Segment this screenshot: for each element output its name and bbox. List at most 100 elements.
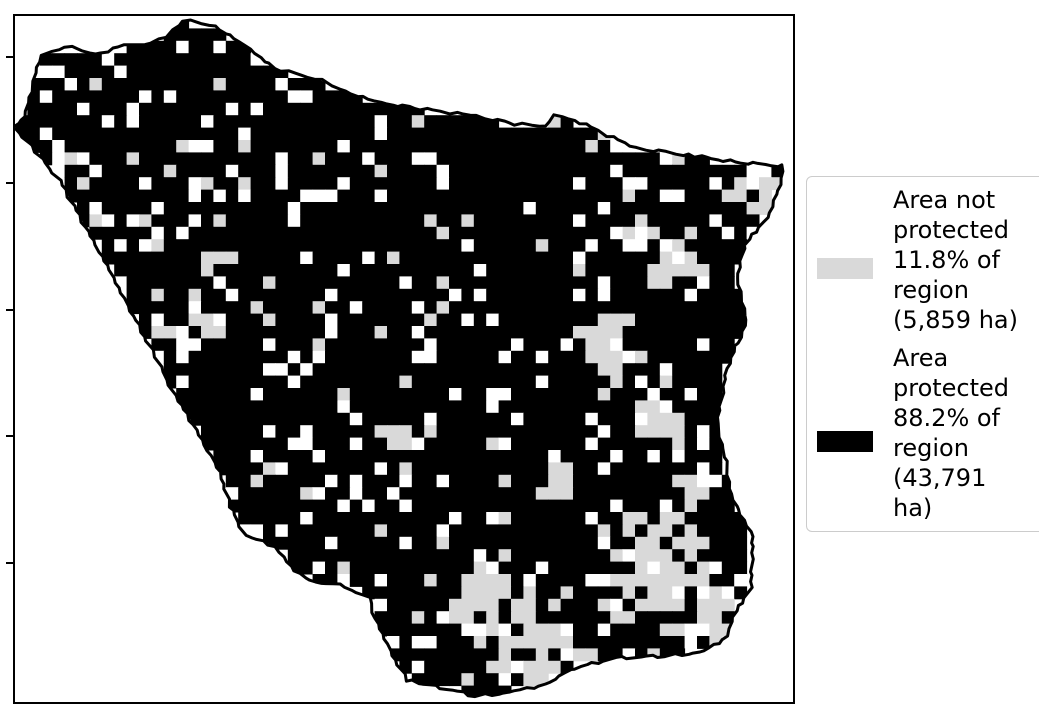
map-cell	[176, 350, 190, 364]
map-cell	[511, 524, 524, 538]
map-cell	[213, 251, 227, 265]
map-cell	[176, 239, 190, 253]
map-cell	[213, 115, 227, 129]
map-cell	[188, 115, 202, 129]
map-cell	[275, 363, 289, 377]
map-cell	[449, 536, 462, 550]
map-cell	[498, 214, 512, 228]
map-cell	[585, 239, 599, 253]
map-cell	[176, 214, 190, 228]
map-cell	[287, 226, 301, 240]
map-cell	[424, 412, 438, 426]
map-cell	[436, 598, 450, 612]
map-cell	[337, 264, 351, 277]
map-cell	[238, 350, 252, 364]
map-cell	[498, 586, 512, 600]
map-cell	[535, 264, 549, 277]
map-cell	[498, 412, 512, 426]
map-cell	[473, 425, 487, 439]
map-cell	[325, 450, 338, 463]
map-cell	[684, 412, 698, 426]
map-cell	[151, 288, 165, 302]
map-cell	[362, 288, 376, 302]
map-cell	[523, 239, 537, 253]
map-cell	[52, 102, 66, 116]
map-cell	[560, 214, 574, 228]
map-cell	[188, 214, 202, 228]
map-cell	[709, 301, 723, 315]
map-cell	[684, 288, 698, 302]
map-cell	[287, 78, 301, 91]
map-cell	[188, 78, 202, 91]
map-cell	[635, 400, 648, 414]
map-cell	[523, 388, 537, 401]
map-cell	[597, 140, 611, 153]
map-cell	[622, 214, 636, 228]
map-cell	[461, 264, 475, 277]
map-cell	[399, 115, 413, 129]
map-cell	[424, 660, 438, 674]
map-cell	[263, 301, 276, 315]
map-cell	[461, 152, 475, 166]
map-cell	[535, 636, 549, 649]
map-cell	[263, 65, 276, 79]
map-cell	[64, 177, 78, 191]
map-cell	[411, 214, 425, 228]
map-cell	[387, 536, 400, 550]
map-cell	[449, 363, 462, 377]
map-cell	[163, 226, 177, 240]
map-cell	[399, 450, 413, 463]
map-cell	[374, 189, 388, 203]
map-cell	[597, 189, 611, 203]
map-cell	[201, 127, 214, 141]
map-cell	[597, 425, 611, 439]
map-cell	[498, 450, 512, 463]
map-cell	[238, 78, 252, 91]
map-cell	[374, 226, 388, 240]
map-cell	[250, 350, 264, 364]
map-cell	[461, 512, 475, 525]
map-cell	[461, 536, 475, 550]
map-cell	[659, 276, 673, 290]
map-cell	[486, 561, 500, 575]
map-cell	[349, 412, 363, 426]
map-cell	[263, 499, 276, 513]
map-cell	[647, 251, 661, 265]
map-cell	[312, 388, 326, 401]
map-cell	[374, 400, 388, 414]
map-cell	[176, 164, 190, 178]
map-cell	[449, 388, 462, 401]
map-cell	[573, 140, 586, 153]
map-cell	[560, 313, 574, 327]
map-cell	[486, 375, 500, 389]
map-cell	[585, 313, 599, 327]
map-cell	[523, 437, 537, 451]
map-cell	[337, 90, 351, 104]
map-cell	[573, 301, 586, 315]
map-cell	[114, 65, 128, 79]
map-cell	[560, 487, 574, 501]
map-cell	[449, 673, 462, 687]
map-cell	[139, 301, 152, 315]
map-cell	[424, 598, 438, 612]
map-cell	[473, 437, 487, 451]
map-cell	[511, 338, 524, 352]
map-cell	[176, 127, 190, 141]
map-cell	[436, 251, 450, 265]
map-cell	[77, 140, 90, 153]
map-cell	[374, 239, 388, 253]
map-cell	[659, 264, 673, 277]
map-cell	[263, 512, 276, 525]
map-cell	[560, 586, 574, 600]
map-cell	[672, 202, 686, 215]
map-cell	[647, 226, 661, 240]
map-cell	[560, 462, 574, 476]
map-cell	[213, 450, 227, 463]
map-cell	[709, 288, 723, 302]
map-cell	[672, 251, 686, 265]
map-cell	[511, 313, 524, 327]
map-cell	[325, 425, 338, 439]
map-cell	[362, 437, 376, 451]
map-cell	[151, 164, 165, 178]
map-cell	[325, 152, 338, 166]
